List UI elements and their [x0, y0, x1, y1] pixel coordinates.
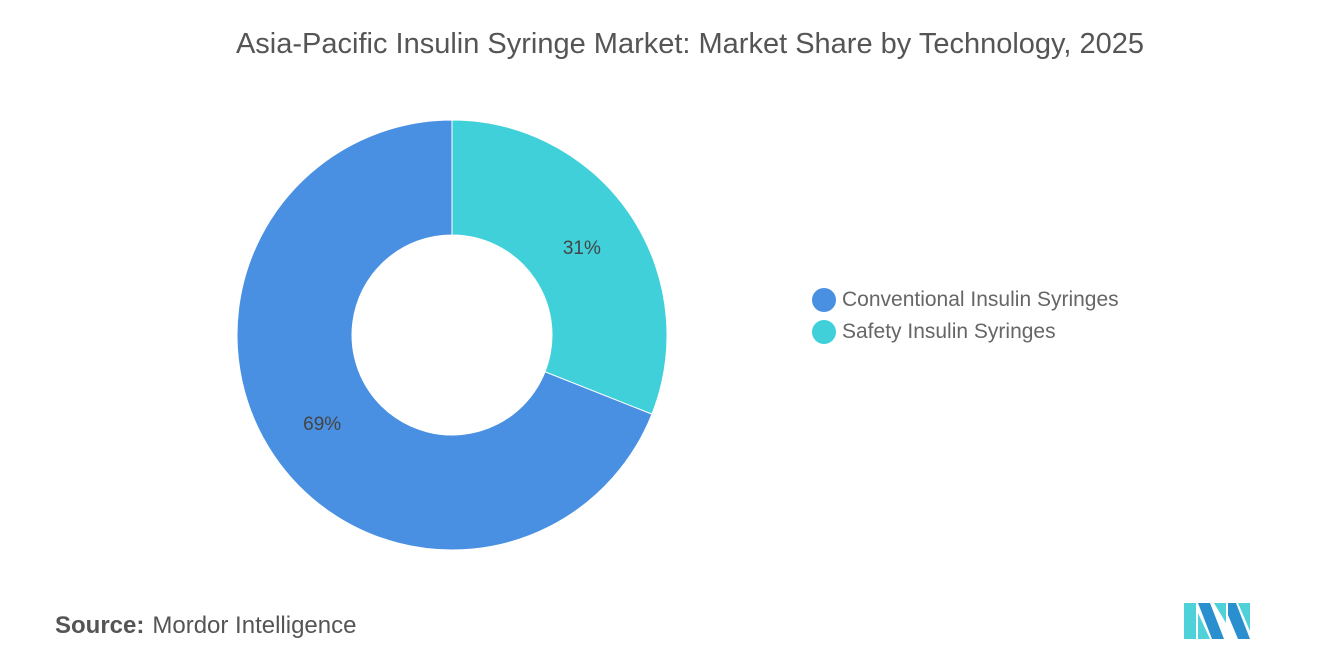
- legend-label-safety: Safety Insulin Syringes: [842, 320, 1056, 343]
- donut-slice-safety[interactable]: [451, 119, 668, 415]
- legend-label-conventional: Conventional Insulin Syringes: [842, 288, 1119, 311]
- chart-title: Asia-Pacific Insulin Syringe Market: Mar…: [235, 28, 1145, 60]
- source-note: Source: Mordor Intelligence: [55, 612, 356, 640]
- legend-item-safety[interactable]: Safety Insulin Syringes: [812, 316, 1119, 348]
- data-label-conventional: 69%: [303, 414, 341, 435]
- legend-item-conventional[interactable]: Conventional Insulin Syringes: [812, 284, 1119, 316]
- legend: Conventional Insulin Syringes Safety Ins…: [812, 284, 1119, 348]
- data-label-safety: 31%: [563, 238, 601, 259]
- legend-swatch-safety: [812, 320, 836, 344]
- source-label: Source:: [55, 612, 145, 639]
- legend-swatch-conventional: [812, 288, 836, 312]
- donut-slice-conventional[interactable]: [236, 119, 653, 551]
- mordor-intelligence-logo: [1184, 603, 1250, 639]
- source-text: Mordor Intelligence: [152, 612, 357, 639]
